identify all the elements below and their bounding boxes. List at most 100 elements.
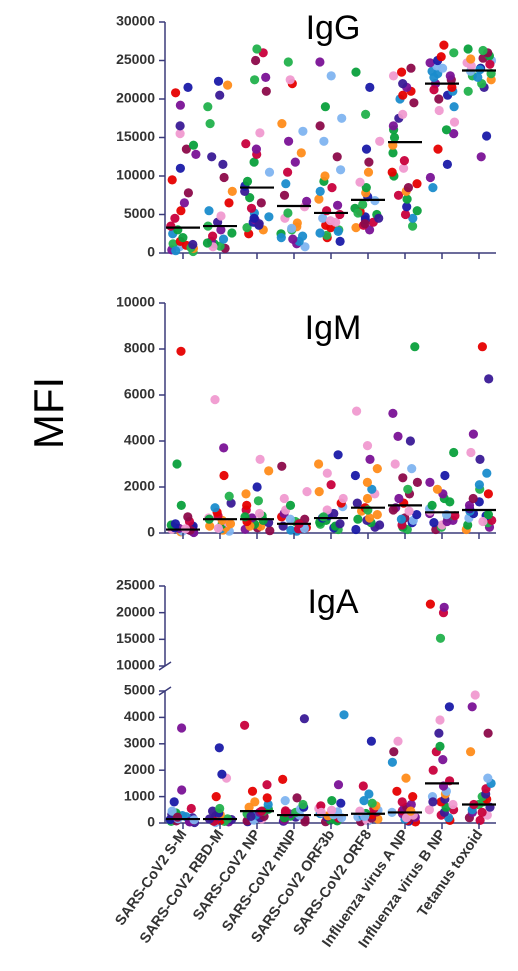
data-point xyxy=(246,811,256,822)
data-point xyxy=(167,806,177,816)
data-point xyxy=(393,736,403,746)
data-point xyxy=(408,792,418,802)
data-point xyxy=(219,172,229,183)
data-point xyxy=(466,447,476,458)
data-point xyxy=(449,102,459,112)
data-point xyxy=(466,747,476,757)
category-8-points xyxy=(461,342,497,535)
data-point xyxy=(332,152,342,162)
data-point xyxy=(318,512,329,522)
data-point xyxy=(397,797,407,807)
data-point xyxy=(314,459,324,469)
data-point xyxy=(398,473,408,483)
data-point xyxy=(398,79,408,89)
data-point xyxy=(288,234,298,244)
data-point xyxy=(412,179,422,189)
y-tick-label: 0 xyxy=(147,244,155,260)
data-point xyxy=(363,167,374,177)
y-tick-label: 20000 xyxy=(116,90,155,106)
data-point xyxy=(203,102,213,112)
data-point xyxy=(397,67,407,77)
data-point xyxy=(476,152,486,162)
data-point xyxy=(179,198,189,208)
data-point xyxy=(468,493,478,504)
data-point xyxy=(207,152,217,162)
data-point xyxy=(466,54,476,64)
data-point xyxy=(300,242,310,252)
data-point xyxy=(327,805,337,815)
data-point xyxy=(389,132,400,143)
data-point xyxy=(399,163,409,173)
data-point xyxy=(435,715,445,725)
data-point xyxy=(478,45,488,56)
data-point xyxy=(393,431,403,441)
data-point xyxy=(401,813,412,823)
category-7-points xyxy=(425,40,460,193)
data-point xyxy=(387,757,397,767)
data-point xyxy=(483,489,493,499)
data-point xyxy=(366,736,376,746)
data-point xyxy=(314,194,324,204)
data-point xyxy=(224,198,234,208)
data-point xyxy=(226,498,236,508)
data-point xyxy=(425,477,435,487)
data-point xyxy=(350,470,360,481)
data-point xyxy=(285,500,296,510)
data-point xyxy=(400,209,411,220)
data-point xyxy=(217,769,227,779)
data-point xyxy=(256,198,266,208)
category-4-points xyxy=(314,450,348,535)
data-point xyxy=(181,144,191,154)
data-point xyxy=(412,477,422,487)
data-point xyxy=(336,798,346,808)
data-point xyxy=(242,176,253,186)
data-point xyxy=(442,516,452,527)
data-point xyxy=(183,188,193,198)
data-point xyxy=(362,441,373,451)
data-point xyxy=(448,799,458,810)
data-point xyxy=(427,500,437,510)
data-point xyxy=(433,144,443,154)
y-tick-label: 0 xyxy=(147,524,155,540)
data-point xyxy=(353,208,363,218)
category-4-points xyxy=(314,710,349,827)
panel-title: IgA xyxy=(307,583,358,621)
data-point xyxy=(434,728,444,738)
data-point xyxy=(285,75,295,85)
data-point xyxy=(168,239,178,249)
category-5-points xyxy=(350,67,385,235)
data-point xyxy=(429,72,439,82)
data-point xyxy=(176,500,186,510)
data-point xyxy=(362,493,373,504)
data-point xyxy=(388,505,398,515)
data-point xyxy=(210,503,220,513)
category-2-points xyxy=(240,44,275,239)
y-tick-label: 4000 xyxy=(124,432,155,448)
data-point xyxy=(302,487,312,497)
data-point xyxy=(327,183,337,193)
data-point xyxy=(265,526,275,536)
y-tick-label: 1000 xyxy=(124,787,155,803)
data-point xyxy=(372,464,382,474)
data-point xyxy=(219,470,229,481)
y-tick-label: 8000 xyxy=(124,340,155,356)
data-point xyxy=(351,223,361,233)
data-point xyxy=(463,86,473,96)
data-point xyxy=(175,100,185,110)
data-point xyxy=(245,193,255,203)
data-point xyxy=(450,511,460,521)
data-point xyxy=(255,454,265,464)
data-point xyxy=(336,165,346,175)
data-point xyxy=(218,234,229,244)
data-point xyxy=(410,342,420,352)
data-point xyxy=(482,468,492,478)
y-tick-label: 2000 xyxy=(124,478,155,494)
data-point xyxy=(319,136,329,146)
data-point xyxy=(188,140,199,150)
data-point xyxy=(337,113,347,123)
data-point xyxy=(436,52,446,62)
y-tick-label: 25000 xyxy=(116,577,155,593)
category-7-points xyxy=(424,599,459,826)
category-2-points xyxy=(240,720,274,827)
data-point xyxy=(365,454,375,464)
